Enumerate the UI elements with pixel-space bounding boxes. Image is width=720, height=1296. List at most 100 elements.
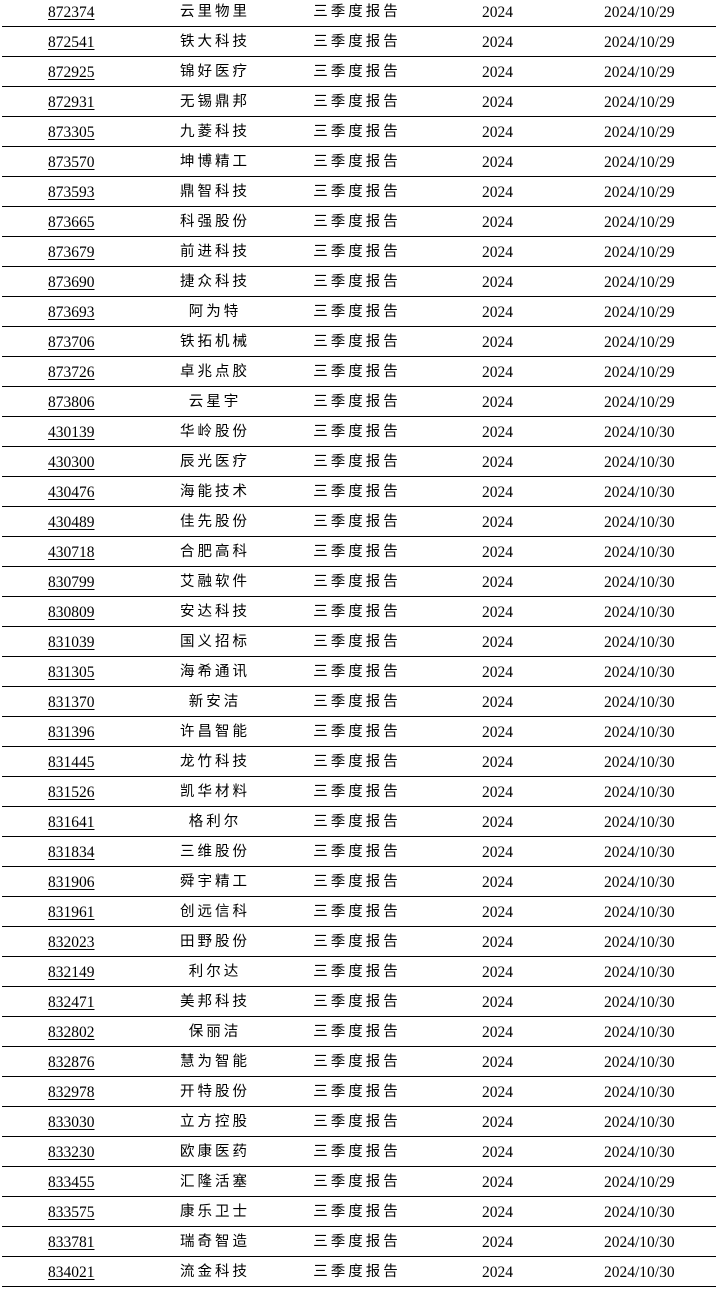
disclosure-date: 2024/10/30 — [604, 844, 675, 861]
stock-code-link[interactable]: 873570 — [48, 154, 95, 171]
stock-code-link[interactable]: 831641 — [48, 814, 95, 831]
stock-code-link[interactable]: 873593 — [48, 184, 95, 201]
report-year: 2024 — [482, 244, 513, 261]
report-year: 2024 — [482, 154, 513, 171]
stock-code-link[interactable]: 833455 — [48, 1174, 95, 1191]
stock-code-link[interactable]: 832978 — [48, 1084, 95, 1101]
stock-code-link[interactable]: 873806 — [48, 394, 95, 411]
stock-code-link[interactable]: 830799 — [48, 574, 95, 591]
report-year: 2024 — [482, 364, 513, 381]
stock-code-link[interactable]: 831906 — [48, 874, 95, 891]
disclosure-date: 2024/10/30 — [604, 484, 675, 501]
stock-code-link[interactable]: 831526 — [48, 784, 95, 801]
table-row: 832149 利尔达 三季度报告 2024 2024/10/30 — [2, 957, 716, 987]
stock-code-link[interactable]: 832802 — [48, 1024, 95, 1041]
report-year: 2024 — [482, 964, 513, 981]
stock-code-link[interactable]: 831961 — [48, 904, 95, 921]
report-type: 三季度报告 — [313, 574, 401, 590]
stock-code-link[interactable]: 833781 — [48, 1234, 95, 1251]
stock-code-link[interactable]: 873693 — [48, 304, 95, 321]
stock-code-link[interactable]: 831305 — [48, 664, 95, 681]
stock-code-link[interactable]: 832149 — [48, 964, 95, 981]
stock-code-link[interactable]: 831370 — [48, 694, 95, 711]
stock-code-link[interactable]: 832023 — [48, 934, 95, 951]
stock-code-link[interactable]: 430139 — [48, 424, 95, 441]
stock-code-link[interactable]: 833030 — [48, 1114, 95, 1131]
report-year: 2024 — [482, 34, 513, 51]
stock-code-link[interactable]: 834021 — [48, 1264, 95, 1281]
stock-code-link[interactable]: 872541 — [48, 34, 95, 51]
stock-code-link[interactable]: 430718 — [48, 544, 95, 561]
table-row: 430139 华岭股份 三季度报告 2024 2024/10/30 — [2, 417, 716, 447]
report-type: 三季度报告 — [313, 934, 401, 950]
company-name: 汇隆活塞 — [180, 1174, 250, 1190]
report-year: 2024 — [482, 64, 513, 81]
stock-code-link[interactable]: 832876 — [48, 1054, 95, 1071]
report-type: 三季度报告 — [313, 4, 401, 20]
report-type: 三季度报告 — [313, 1234, 401, 1250]
stock-code-link[interactable]: 873726 — [48, 364, 95, 381]
company-name: 九菱科技 — [180, 124, 250, 140]
table-row: 832876 慧为智能 三季度报告 2024 2024/10/30 — [2, 1047, 716, 1077]
table-row: 831305 海希通讯 三季度报告 2024 2024/10/30 — [2, 657, 716, 687]
table-row: 872925 锦好医疗 三季度报告 2024 2024/10/29 — [2, 57, 716, 87]
table-row: 430300 辰光医疗 三季度报告 2024 2024/10/30 — [2, 447, 716, 477]
table-row: 831834 三维股份 三季度报告 2024 2024/10/30 — [2, 837, 716, 867]
stock-code-link[interactable]: 830809 — [48, 604, 95, 621]
company-name: 卓兆点胶 — [180, 364, 250, 380]
disclosure-date: 2024/10/29 — [604, 64, 675, 81]
company-name: 铁拓机械 — [180, 334, 250, 350]
stock-code-link[interactable]: 430476 — [48, 484, 95, 501]
stock-code-link[interactable]: 833575 — [48, 1204, 95, 1221]
report-year: 2024 — [482, 1234, 513, 1251]
stock-code-link[interactable]: 831396 — [48, 724, 95, 741]
stock-code-link[interactable]: 831039 — [48, 634, 95, 651]
stock-code-link[interactable]: 832471 — [48, 994, 95, 1011]
stock-code-link[interactable]: 873665 — [48, 214, 95, 231]
company-name: 格利尔 — [188, 814, 242, 830]
table-row: 873570 坤博精工 三季度报告 2024 2024/10/29 — [2, 147, 716, 177]
report-year: 2024 — [482, 4, 513, 21]
table-row: 873706 铁拓机械 三季度报告 2024 2024/10/29 — [2, 327, 716, 357]
stock-code-link[interactable]: 833230 — [48, 1144, 95, 1161]
table-row: 830799 艾融软件 三季度报告 2024 2024/10/30 — [2, 567, 716, 597]
company-name: 康乐卫士 — [180, 1204, 250, 1220]
report-type: 三季度报告 — [313, 154, 401, 170]
report-year: 2024 — [482, 1144, 513, 1161]
report-type: 三季度报告 — [313, 64, 401, 80]
report-type: 三季度报告 — [313, 814, 401, 830]
stock-code-link[interactable]: 831445 — [48, 754, 95, 771]
stock-code-link[interactable]: 873679 — [48, 244, 95, 261]
company-name: 许昌智能 — [180, 724, 250, 740]
company-name: 新安洁 — [188, 694, 242, 710]
stock-code-link[interactable]: 430300 — [48, 454, 95, 471]
disclosure-date: 2024/10/30 — [604, 1084, 675, 1101]
report-year: 2024 — [482, 934, 513, 951]
disclosure-date: 2024/10/30 — [604, 754, 675, 771]
stock-code-link[interactable]: 872931 — [48, 94, 95, 111]
stock-code-link[interactable]: 873690 — [48, 274, 95, 291]
company-name: 保丽洁 — [188, 1024, 242, 1040]
company-name: 科强股份 — [180, 214, 250, 230]
table-row: 833030 立方控股 三季度报告 2024 2024/10/30 — [2, 1107, 716, 1137]
disclosure-date: 2024/10/30 — [604, 814, 675, 831]
table-row: 831906 舜宇精工 三季度报告 2024 2024/10/30 — [2, 867, 716, 897]
company-name: 鼎智科技 — [180, 184, 250, 200]
stock-code-link[interactable]: 873305 — [48, 124, 95, 141]
stock-code-link[interactable]: 831834 — [48, 844, 95, 861]
disclosure-date: 2024/10/29 — [604, 1174, 675, 1191]
table-row: 873593 鼎智科技 三季度报告 2024 2024/10/29 — [2, 177, 716, 207]
report-type: 三季度报告 — [313, 664, 401, 680]
disclosure-date: 2024/10/30 — [604, 874, 675, 891]
table-row: 430489 佳先股份 三季度报告 2024 2024/10/30 — [2, 507, 716, 537]
company-name: 创远信科 — [180, 904, 250, 920]
stock-code-link[interactable]: 873706 — [48, 334, 95, 351]
stock-code-link[interactable]: 872374 — [48, 4, 95, 21]
report-type: 三季度报告 — [313, 904, 401, 920]
stock-code-link[interactable]: 872925 — [48, 64, 95, 81]
report-type: 三季度报告 — [313, 964, 401, 980]
company-name: 云里物里 — [180, 4, 250, 20]
company-name: 流金科技 — [180, 1264, 250, 1280]
report-type: 三季度报告 — [313, 1114, 401, 1130]
stock-code-link[interactable]: 430489 — [48, 514, 95, 531]
